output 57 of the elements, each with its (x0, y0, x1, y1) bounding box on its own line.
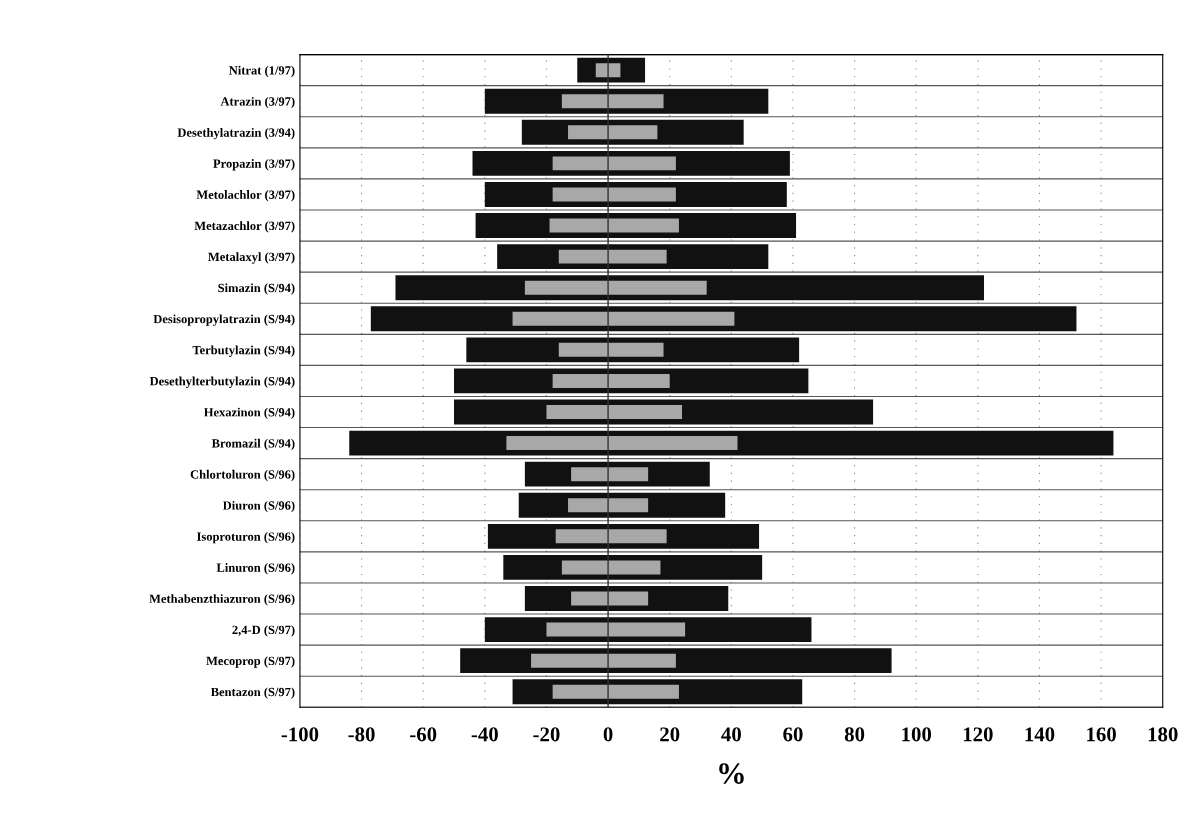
x-tick-label: 180 (1148, 727, 1178, 742)
x-tick-label: 100 (902, 727, 932, 742)
bar (552, 373, 670, 388)
y-tick-label: Mecoprop (S/97) (206, 656, 295, 668)
y-tick-label: Propazin (3/97) (213, 159, 295, 171)
x-tick-label: -20 (533, 727, 560, 742)
bar (558, 342, 664, 357)
y-tick-label: Chlortoluron (S/96) (190, 469, 295, 482)
x-tick-label: 40 (721, 727, 741, 742)
bar (561, 560, 661, 575)
x-tick-label: -100 (281, 727, 319, 742)
bar (568, 498, 649, 513)
y-tick-label: Metolachlor (3/97) (196, 190, 295, 202)
bar (558, 249, 667, 264)
bar (561, 94, 664, 109)
y-tick-label: Metazachlor (3/97) (194, 221, 295, 233)
x-tick-label: 120 (963, 727, 993, 742)
y-tick-label: Metalaxyl (3/97) (208, 252, 295, 264)
x-tick-label: -60 (410, 727, 437, 742)
y-tick-label: Atrazin (3/97) (220, 96, 295, 109)
bar (571, 591, 649, 606)
bar (531, 653, 676, 668)
bar (546, 622, 686, 637)
y-tick-label: Methabenzthiazuron (S/96) (149, 594, 295, 606)
bar (571, 467, 649, 482)
bar (555, 529, 667, 544)
bar (552, 156, 676, 171)
bar (568, 125, 658, 140)
y-tick-label: Linuron (S/96) (216, 563, 295, 575)
y-tick-label: Desethylterbutylazin (S/94) (149, 376, 295, 388)
y-tick-label: Hexazinon (S/94) (203, 407, 295, 420)
y-tick-label: Simazin (S/94) (218, 283, 295, 295)
x-tick-label: -40 (471, 727, 498, 742)
y-tick-label: 2,4-D (S/97) (232, 625, 295, 637)
y-tick-label: Diuron (S/96) (222, 500, 295, 513)
bar (549, 218, 679, 233)
y-tick-label: Isoproturon (S/96) (196, 532, 295, 544)
y-tick-label: Desisopropylatrazin (S/94) (153, 314, 295, 326)
x-tick-label: 0 (603, 727, 613, 742)
x-tick-label: 140 (1025, 727, 1055, 742)
x-tick-label: -80 (348, 727, 375, 742)
bar (512, 311, 735, 326)
bar (546, 405, 683, 420)
x-tick-label: 160 (1087, 727, 1116, 742)
x-tick-label: 20 (660, 727, 680, 742)
x-tick-label: 60 (783, 727, 803, 742)
y-tick-label: Terbutylazin (S/94) (192, 345, 295, 357)
x-axis-title: % (719, 763, 744, 784)
bar (552, 187, 676, 202)
bar (506, 436, 738, 451)
y-tick-label: Bromazil (S/94) (211, 438, 295, 451)
y-tick-label: Desethylatrazin (3/94) (177, 127, 295, 140)
x-tick-label: 80 (844, 727, 865, 742)
bar (524, 280, 707, 295)
y-tick-label: Nitrat (1/97) (229, 65, 295, 78)
bar (552, 684, 679, 699)
y-tick-label: Bentazon (S/97) (210, 687, 295, 699)
